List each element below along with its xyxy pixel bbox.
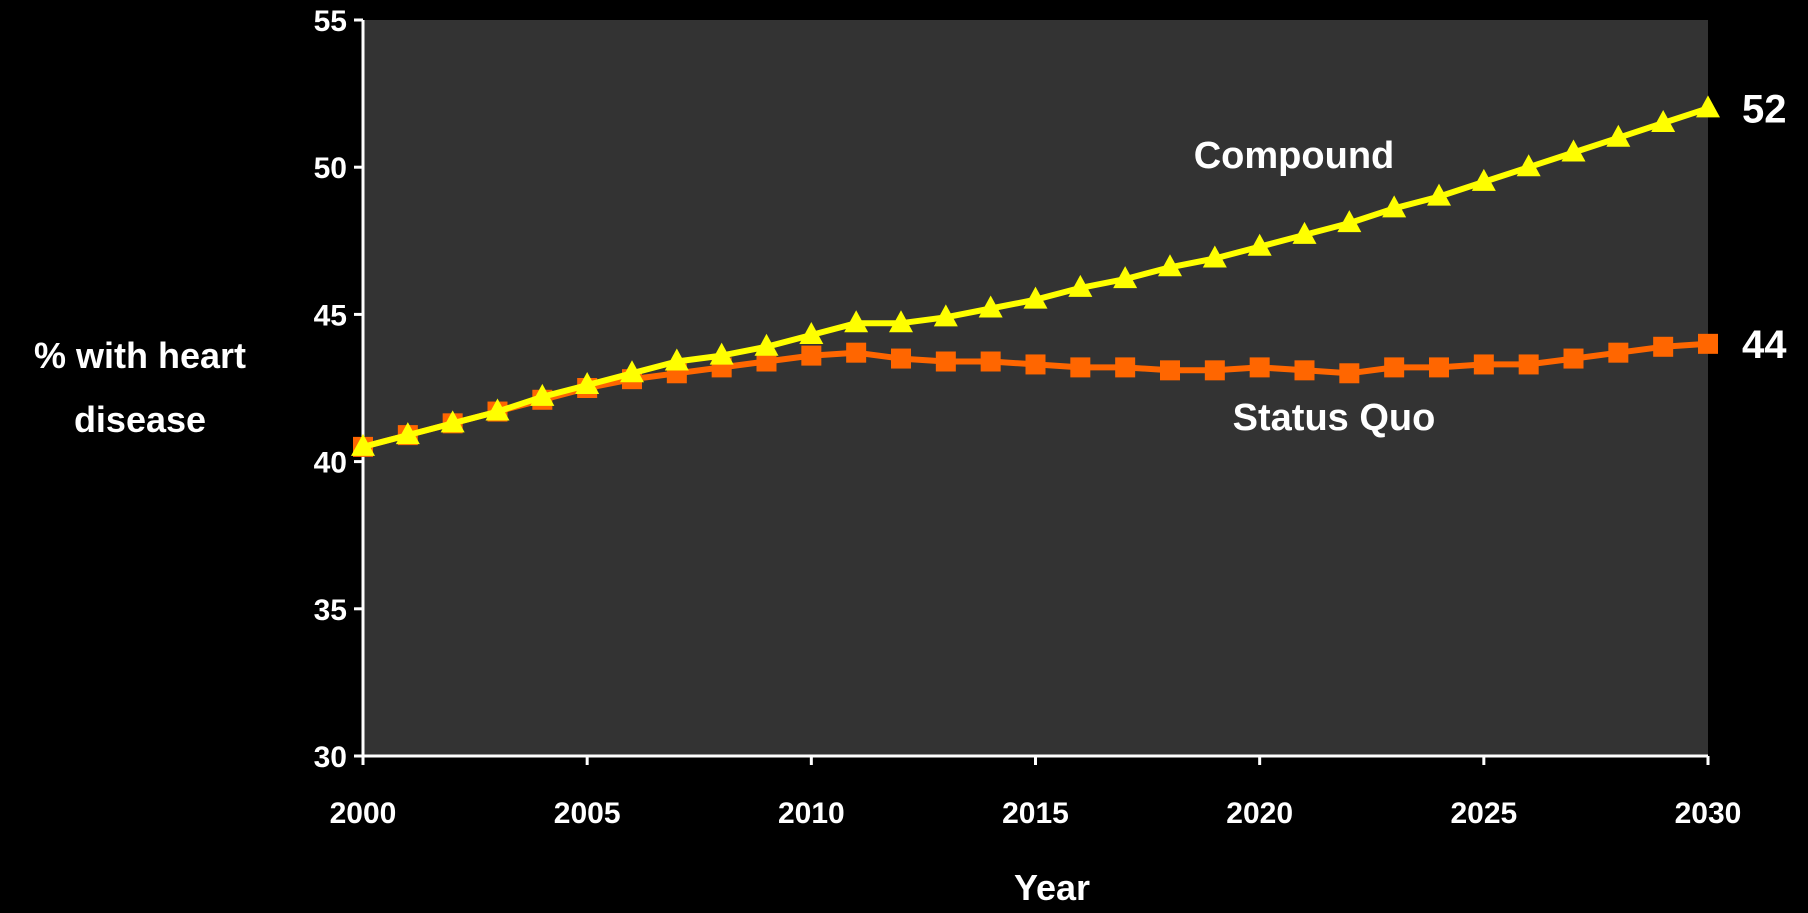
compound-point <box>485 398 510 421</box>
status-quo-point <box>980 351 1001 372</box>
compound-point <box>799 322 824 345</box>
x-tick-label: 2015 <box>1002 797 1069 830</box>
compound-end-label: 52 <box>1742 87 1787 131</box>
x-tick-label: 2005 <box>554 797 621 830</box>
compound-point <box>1202 245 1227 268</box>
compound-point <box>1023 286 1048 309</box>
compound-point <box>664 348 689 371</box>
compound-point <box>1471 168 1496 191</box>
compound-point <box>1696 95 1720 118</box>
status-quo-point <box>1115 357 1136 378</box>
status-quo-point <box>891 348 911 369</box>
x-tick-label: 2010 <box>778 797 845 830</box>
compound-point <box>889 310 913 333</box>
compound-point <box>440 410 465 433</box>
status-quo-point <box>1384 357 1405 378</box>
compound-point <box>978 295 1003 318</box>
compound-point <box>844 310 869 333</box>
y-tick-label: 55 <box>314 5 347 38</box>
compound-point <box>754 333 779 356</box>
y-axis-label-line-2: disease <box>74 399 206 440</box>
compound-point <box>1651 110 1676 133</box>
status-quo-point <box>1518 354 1539 375</box>
status-quo-point <box>846 342 867 363</box>
status-quo-point <box>1429 357 1449 378</box>
y-axis-label-line-1: % with heart <box>34 335 246 376</box>
status-quo-point <box>1473 354 1494 375</box>
y-tick-label: 50 <box>314 152 347 185</box>
status-quo-point <box>1070 357 1091 378</box>
compound-point <box>933 304 958 327</box>
compound-point <box>1068 274 1093 297</box>
compound-point <box>709 342 734 365</box>
compound-point <box>1337 210 1362 233</box>
x-axis-label: Year <box>1014 867 1090 908</box>
compound-point <box>351 433 375 456</box>
status-quo-point <box>1698 333 1718 354</box>
status-quo-point <box>1025 354 1046 375</box>
series-labels: 44 52 Compound Status Quo <box>1194 87 1788 439</box>
status-quo-point <box>801 345 822 366</box>
status-quo-point <box>1294 360 1315 381</box>
compound-point <box>1516 154 1541 177</box>
compound-point <box>1292 221 1317 244</box>
status-quo-point <box>1339 363 1360 384</box>
status-quo-end-label: 44 <box>1742 323 1787 367</box>
status-quo-point <box>935 351 956 372</box>
x-tick-label: 2000 <box>330 797 397 830</box>
compound-point <box>530 383 555 406</box>
compound-point <box>1382 195 1407 218</box>
compound-series-label: Compound <box>1194 135 1395 177</box>
compound-point <box>395 422 420 445</box>
compound-point <box>1158 254 1182 277</box>
x-tick-label: 2020 <box>1226 797 1293 830</box>
compound-point <box>575 372 600 395</box>
compound-point <box>1113 266 1138 289</box>
status-quo-point <box>1653 336 1674 357</box>
status-quo-point <box>1249 357 1270 378</box>
compound-point <box>620 360 644 383</box>
x-tick-label: 2030 <box>1675 797 1742 830</box>
compound-point <box>1247 233 1272 256</box>
status-quo-point <box>1563 348 1584 369</box>
status-quo-point <box>1160 360 1180 381</box>
y-tick-label: 35 <box>314 594 347 627</box>
status-quo-point <box>1204 360 1225 381</box>
status-quo-series-label: Status Quo <box>1233 397 1436 439</box>
series <box>351 95 1720 457</box>
axis-ticks: 30 35 40 45 50 55 2000 2005 2010 2015 2020 2025 2030 <box>314 5 1742 830</box>
compound-point <box>1561 139 1586 162</box>
y-tick-label: 30 <box>314 741 347 774</box>
x-tick-label: 2025 <box>1450 797 1517 830</box>
y-tick-label: 45 <box>314 299 347 332</box>
status-quo-point <box>1608 342 1629 363</box>
y-tick-label: 40 <box>314 447 347 480</box>
compound-point <box>1606 124 1631 147</box>
compound-point <box>1427 183 1451 206</box>
status-quo-point <box>756 351 777 372</box>
